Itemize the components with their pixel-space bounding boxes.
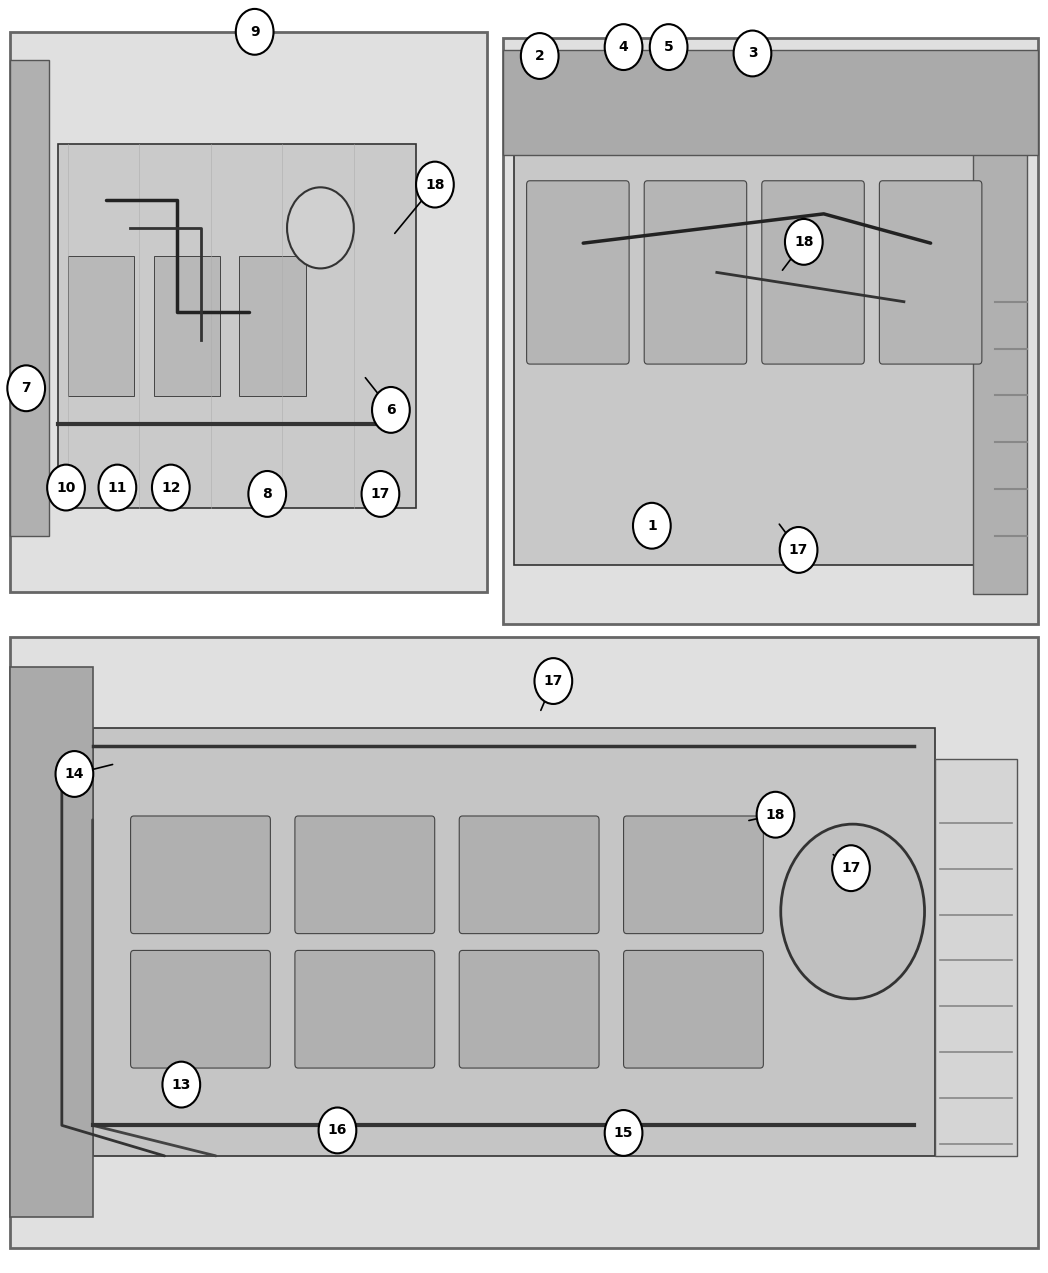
Text: 3: 3	[747, 47, 758, 60]
Text: 2: 2	[534, 50, 545, 62]
FancyBboxPatch shape	[514, 155, 995, 565]
Text: 15: 15	[614, 1127, 633, 1139]
FancyBboxPatch shape	[459, 951, 599, 1068]
FancyBboxPatch shape	[459, 816, 599, 933]
Circle shape	[162, 1062, 200, 1108]
Circle shape	[372, 387, 410, 433]
Bar	[503, 38, 1038, 624]
Bar	[935, 759, 1017, 1156]
Text: 18: 18	[794, 236, 813, 248]
Text: 17: 17	[371, 488, 390, 500]
Circle shape	[47, 465, 85, 510]
Circle shape	[605, 1110, 642, 1156]
Text: 17: 17	[842, 862, 860, 875]
FancyBboxPatch shape	[131, 816, 270, 933]
Circle shape	[832, 845, 870, 891]
Circle shape	[521, 33, 559, 79]
Text: 10: 10	[57, 481, 75, 494]
Bar	[68, 256, 134, 396]
Bar	[10, 32, 487, 592]
Text: 14: 14	[65, 768, 84, 780]
Text: 16: 16	[328, 1124, 347, 1137]
Text: 7: 7	[21, 382, 31, 395]
FancyBboxPatch shape	[762, 181, 865, 364]
Text: 18: 18	[425, 178, 444, 191]
Circle shape	[633, 503, 671, 549]
FancyBboxPatch shape	[645, 181, 746, 364]
Text: 5: 5	[663, 41, 674, 53]
FancyBboxPatch shape	[294, 816, 435, 933]
Text: 13: 13	[172, 1078, 191, 1091]
Circle shape	[650, 24, 687, 70]
FancyBboxPatch shape	[624, 951, 763, 1068]
FancyBboxPatch shape	[10, 667, 92, 1217]
Circle shape	[56, 751, 93, 797]
Text: 17: 17	[789, 544, 808, 556]
Text: 1: 1	[647, 519, 657, 532]
Text: 18: 18	[766, 808, 785, 821]
Circle shape	[757, 792, 794, 838]
FancyBboxPatch shape	[624, 816, 763, 933]
Circle shape	[416, 162, 454, 207]
Bar	[503, 50, 1038, 155]
Circle shape	[734, 31, 771, 76]
Circle shape	[319, 1108, 356, 1153]
Bar	[239, 256, 306, 396]
Text: 6: 6	[386, 404, 396, 416]
Circle shape	[287, 187, 354, 269]
Circle shape	[248, 471, 286, 517]
Circle shape	[781, 824, 924, 999]
Circle shape	[362, 471, 399, 517]
Text: 9: 9	[249, 25, 260, 38]
Circle shape	[605, 24, 642, 70]
FancyBboxPatch shape	[92, 728, 935, 1156]
Circle shape	[152, 465, 190, 510]
Bar	[974, 67, 1027, 594]
FancyBboxPatch shape	[131, 951, 270, 1068]
Text: 11: 11	[108, 481, 127, 494]
FancyBboxPatch shape	[879, 181, 982, 364]
Circle shape	[99, 465, 136, 510]
Text: 8: 8	[262, 488, 272, 500]
Text: 4: 4	[618, 41, 629, 53]
FancyBboxPatch shape	[526, 181, 629, 364]
Bar	[10, 60, 48, 536]
Circle shape	[7, 365, 45, 411]
Circle shape	[785, 219, 823, 265]
Text: 12: 12	[161, 481, 180, 494]
Bar	[10, 636, 1038, 1248]
Circle shape	[534, 658, 572, 704]
FancyBboxPatch shape	[59, 144, 416, 508]
Circle shape	[236, 9, 274, 55]
Text: 17: 17	[544, 675, 563, 687]
FancyBboxPatch shape	[294, 951, 435, 1068]
Bar	[153, 256, 220, 396]
Circle shape	[780, 527, 817, 573]
